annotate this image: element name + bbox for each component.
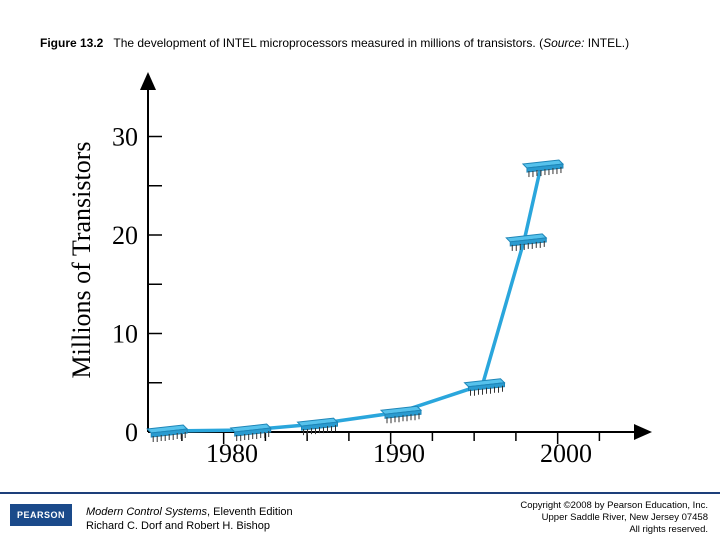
chip-markers bbox=[146, 159, 564, 443]
x-ticks bbox=[181, 432, 601, 444]
copyright-line: Copyright ©2008 by Pearson Education, In… bbox=[520, 500, 708, 511]
footer-divider bbox=[0, 492, 720, 494]
x-tick-labels: 1980 1990 2000 bbox=[206, 439, 592, 468]
y-axis-label: Millions of Transistors bbox=[67, 142, 96, 379]
chip-marker-1995 bbox=[464, 378, 505, 397]
copyright-block: Copyright ©2008 by Pearson Education, In… bbox=[520, 500, 708, 536]
chip-marker-1998.5 bbox=[522, 159, 564, 178]
figure-caption: Figure 13.2 The development of INTEL micr… bbox=[40, 36, 629, 50]
y-axis-arrow bbox=[140, 72, 156, 90]
y-tick-label-20: 20 bbox=[112, 221, 138, 250]
y-tick-label-30: 30 bbox=[112, 123, 138, 152]
y-ticks bbox=[148, 135, 162, 384]
address-line: Upper Saddle River, New Jersey 07458 bbox=[541, 512, 708, 523]
caption-text: The development of INTEL microprocessors… bbox=[113, 36, 544, 50]
rights-line: All rights reserved. bbox=[629, 524, 708, 535]
book-info: Modern Control Systems, Eleventh Edition… bbox=[86, 505, 293, 533]
chip-marker-1997.5 bbox=[505, 233, 547, 252]
book-edition: , Eleventh Edition bbox=[207, 506, 293, 518]
y-tick-label-10: 10 bbox=[112, 320, 138, 349]
y-tick-label-0: 0 bbox=[125, 418, 138, 447]
caption-text-end: INTEL.) bbox=[584, 36, 630, 50]
pearson-logo: PEARSON bbox=[10, 504, 72, 526]
x-axis-arrow bbox=[634, 424, 652, 440]
x-tick-label-2000: 2000 bbox=[540, 439, 592, 468]
book-authors: Richard C. Dorf and Robert H. Bishop bbox=[86, 520, 271, 532]
chip-marker-1990 bbox=[380, 405, 422, 424]
x-tick-label-1990: 1990 bbox=[373, 439, 425, 468]
transistor-chart: 0 10 20 30 1980 1990 2000 Millions of Transis… bbox=[67, 72, 652, 468]
figure-label: Figure 13.2 bbox=[40, 36, 104, 50]
x-tick-label-1980: 1980 bbox=[206, 439, 258, 468]
book-title: Modern Control Systems bbox=[86, 506, 208, 518]
y-tick-labels: 0 10 20 30 bbox=[112, 123, 138, 448]
caption-source-word: Source: bbox=[543, 36, 585, 50]
